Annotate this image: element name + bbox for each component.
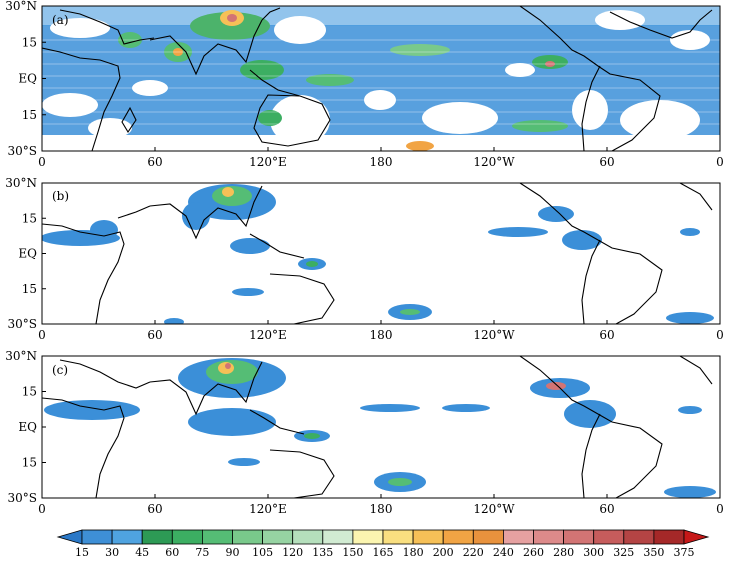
lon-tick-label: 60 bbox=[599, 328, 614, 342]
lat-tick-label: 30°S bbox=[8, 491, 38, 505]
lat-tick-label: 30°N bbox=[5, 176, 37, 190]
panel-a-coastlines bbox=[42, 6, 713, 151]
colorbar-level-label: 120 bbox=[282, 546, 303, 559]
lon-tick-label: 180 bbox=[370, 328, 393, 342]
lon-tick-label: 120°E bbox=[249, 155, 287, 169]
colorbar-box bbox=[472, 529, 504, 545]
lon-tick-label: 0 bbox=[716, 155, 724, 169]
colorbar-box bbox=[533, 529, 565, 545]
panel-b-label: (b) bbox=[52, 189, 69, 203]
lon-tick-label: 180 bbox=[370, 502, 393, 516]
colorbar: 15 30 45 60 75 90 105 120 135 150 165 180 200 220 240 2… bbox=[56, 529, 710, 559]
colorbar-level-label: 165 bbox=[373, 546, 394, 559]
colorbar-level-label: 280 bbox=[553, 546, 574, 559]
colorbar-box bbox=[141, 529, 173, 545]
colorbar-level-label: 260 bbox=[523, 546, 544, 559]
lon-tick-label: 60 bbox=[599, 155, 614, 169]
lon-tick-label: 0 bbox=[38, 328, 46, 342]
colorbar-box bbox=[593, 529, 625, 545]
colorbar-box bbox=[232, 529, 264, 545]
lon-tick-label: 0 bbox=[38, 155, 46, 169]
colorbar-level-label: 105 bbox=[252, 546, 273, 559]
colorbar-level-label: 220 bbox=[463, 546, 484, 559]
lon-tick-label: 0 bbox=[716, 328, 724, 342]
colorbar-level-label: 15 bbox=[75, 546, 89, 559]
colorbar-level-label: 350 bbox=[643, 546, 664, 559]
colorbar-box bbox=[111, 529, 143, 545]
lat-tick-label: 15 bbox=[22, 456, 37, 470]
lat-tick-label: 30°S bbox=[8, 317, 38, 331]
lat-tick-label: 30°N bbox=[5, 0, 37, 13]
colorbar-box bbox=[81, 529, 113, 545]
colorbar-box bbox=[262, 529, 294, 545]
lat-tick-label: 15 bbox=[22, 385, 37, 399]
colorbar-box bbox=[412, 529, 444, 545]
colorbar-box bbox=[502, 529, 534, 545]
lat-tick-label: 15 bbox=[22, 211, 37, 225]
lon-tick-label: 60 bbox=[599, 502, 614, 516]
colorbar-level-label: 300 bbox=[583, 546, 604, 559]
colorbar-box bbox=[623, 529, 655, 545]
colorbar-level-label: 45 bbox=[135, 546, 149, 559]
colorbar-box bbox=[352, 529, 384, 545]
panel-c: (c) bbox=[41, 355, 721, 499]
lat-tick-label: 15 bbox=[22, 282, 37, 296]
lat-tick-label: EQ bbox=[18, 420, 37, 434]
lon-tick-label: 0 bbox=[716, 502, 724, 516]
colorbar-level-label: 60 bbox=[165, 546, 179, 559]
panel-b-coastlines bbox=[42, 183, 713, 324]
lon-tick-label: 120°W bbox=[473, 502, 515, 516]
colorbar-level-label: 240 bbox=[493, 546, 514, 559]
lat-tick-label: 30°S bbox=[8, 144, 38, 158]
colorbar-level-label: 30 bbox=[105, 546, 119, 559]
panel-a-label: (a) bbox=[52, 13, 69, 27]
colorbar-level-label: 375 bbox=[674, 546, 695, 559]
lon-tick-label: 60 bbox=[147, 328, 162, 342]
colorbar-level-label: 90 bbox=[226, 546, 240, 559]
colorbar-level-label: 200 bbox=[433, 546, 454, 559]
lon-tick-label: 120°W bbox=[473, 328, 515, 342]
lon-tick-label: 120°E bbox=[249, 328, 287, 342]
lon-tick-label: 0 bbox=[38, 502, 46, 516]
colorbar-box bbox=[292, 529, 324, 545]
lat-tick-label: EQ bbox=[18, 72, 37, 86]
lat-tick-label: EQ bbox=[18, 247, 37, 261]
lat-tick-label: 15 bbox=[22, 108, 37, 122]
panel-b-field bbox=[42, 183, 714, 324]
colorbar-level-label: 75 bbox=[195, 546, 209, 559]
colorbar-box bbox=[171, 529, 203, 545]
panel-c-coastlines bbox=[42, 356, 713, 498]
colorbar-level-label: 325 bbox=[613, 546, 634, 559]
lon-tick-label: 180 bbox=[370, 155, 393, 169]
colorbar-box bbox=[201, 529, 233, 545]
panel-b: (b) bbox=[41, 182, 721, 325]
colorbar-box bbox=[382, 529, 414, 545]
lon-tick-label: 60 bbox=[147, 502, 162, 516]
colorbar-box bbox=[442, 529, 474, 545]
lon-tick-label: 120°W bbox=[473, 155, 515, 169]
colorbar-box bbox=[653, 529, 685, 545]
panel-a: (a) bbox=[41, 5, 721, 152]
colorbar-level-label: 150 bbox=[342, 546, 363, 559]
colorbar-level-label: 135 bbox=[312, 546, 333, 559]
colorbar-min-arrow bbox=[56, 529, 83, 545]
lat-tick-label: 15 bbox=[22, 35, 37, 49]
colorbar-box bbox=[322, 529, 354, 545]
colorbar-max-arrow bbox=[683, 529, 710, 545]
panel-c-field bbox=[42, 356, 716, 498]
lon-tick-label: 60 bbox=[147, 155, 162, 169]
panel-a-field bbox=[42, 6, 720, 151]
lat-tick-label: 30°N bbox=[5, 349, 37, 363]
panel-c-label: (c) bbox=[52, 363, 68, 377]
lon-tick-label: 120°E bbox=[249, 502, 287, 516]
colorbar-level-label: 180 bbox=[403, 546, 424, 559]
colorbar-box bbox=[563, 529, 595, 545]
